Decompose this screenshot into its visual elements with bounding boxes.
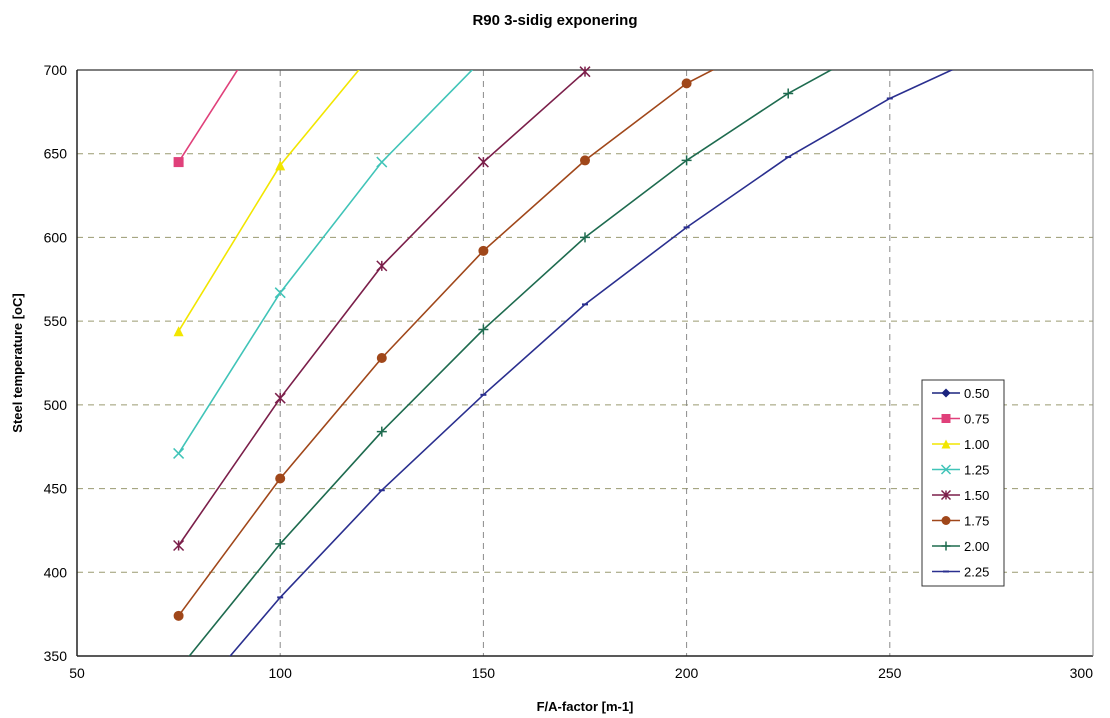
legend-label: 2.25 <box>964 565 989 580</box>
data-point <box>941 388 951 398</box>
series-markers <box>275 88 794 549</box>
data-point <box>275 538 286 549</box>
series-line <box>177 70 474 454</box>
data-point <box>376 260 388 272</box>
series-line <box>177 70 360 332</box>
series-markers <box>173 157 184 168</box>
data-point <box>274 287 286 299</box>
data-point <box>173 539 185 552</box>
data-point <box>274 392 286 404</box>
y-tick-label: 600 <box>44 229 68 245</box>
data-point <box>478 324 489 335</box>
data-point <box>477 156 489 168</box>
data-point <box>275 473 286 484</box>
series-line <box>177 70 239 163</box>
y-tick-label: 700 <box>44 62 68 78</box>
data-point <box>681 78 692 89</box>
legend-label: 1.50 <box>964 488 989 503</box>
series-markers <box>277 97 893 599</box>
data-point <box>173 326 184 337</box>
data-point <box>580 155 590 166</box>
legend-item: 1.25 <box>932 463 989 478</box>
legend-label: 1.75 <box>964 514 989 529</box>
series-2.25 <box>229 70 954 656</box>
series-line <box>188 70 833 656</box>
data-point <box>681 155 692 166</box>
data-point <box>783 88 794 99</box>
legend-item: 2.25 <box>932 565 989 580</box>
y-axis-title: Steel temperature [oC] <box>10 293 25 432</box>
legend-label: 1.00 <box>964 437 989 452</box>
legend-box <box>921 379 1005 587</box>
series-line <box>177 71 586 546</box>
legend: 0.50 0.75 1.00 1.25 1.50 1.75 2.00 2.25 <box>921 379 1005 587</box>
legend-label: 0.50 <box>964 386 989 401</box>
y-tick-label: 350 <box>44 648 68 664</box>
series-group <box>173 66 954 656</box>
data-point <box>940 489 952 501</box>
y-tick-label: 400 <box>44 564 68 580</box>
data-point <box>478 245 489 256</box>
series-markers <box>173 78 692 621</box>
data-point <box>579 66 591 78</box>
y-tick-label: 500 <box>44 397 68 413</box>
data-point <box>173 157 184 168</box>
series-1.25 <box>173 70 474 459</box>
series-line <box>177 70 715 617</box>
data-point <box>940 464 952 475</box>
data-point <box>376 426 387 437</box>
x-tick-label: 100 <box>269 665 293 681</box>
data-point <box>275 160 286 171</box>
legend-item: 0.50 <box>932 386 989 401</box>
series-1.00 <box>173 70 360 337</box>
series-0.75 <box>173 70 239 168</box>
y-tick-label: 550 <box>44 313 68 329</box>
y-tick-label: 450 <box>44 481 68 497</box>
data-point <box>941 414 951 423</box>
data-point <box>941 516 951 525</box>
x-tick-label: 200 <box>675 665 699 681</box>
data-point <box>173 610 184 621</box>
series-1.50 <box>173 66 591 552</box>
x-tick-label: 150 <box>472 665 496 681</box>
axes: 350 400 450 500 550 600 650 700 50 100 150 200 250 30… <box>44 62 1094 681</box>
data-point <box>941 541 951 551</box>
data-point <box>376 156 388 168</box>
x-tick-label: 50 <box>69 665 85 681</box>
legend-label: 1.25 <box>964 463 989 478</box>
data-point <box>173 447 185 459</box>
legend-item: 2.00 <box>932 539 989 554</box>
legend-label: 0.75 <box>964 412 989 427</box>
legend-label: 2.00 <box>964 539 989 554</box>
legend-item: 1.75 <box>932 514 989 529</box>
series-markers <box>173 156 388 459</box>
series-2.00 <box>188 70 833 656</box>
x-axis-title: F/A-factor [m-1] <box>537 699 634 714</box>
chart-title: R90 3-sidig exponering <box>472 12 638 29</box>
y-tick-label: 650 <box>44 146 68 162</box>
data-point <box>376 352 387 363</box>
series-1.75 <box>173 70 715 621</box>
series-markers <box>173 66 591 552</box>
x-tick-label: 300 <box>1070 665 1094 681</box>
data-point <box>941 439 951 449</box>
data-point <box>580 232 590 243</box>
series-markers <box>173 160 286 337</box>
series-line <box>229 70 954 656</box>
legend-item: 0.75 <box>932 412 989 427</box>
grid <box>77 70 1093 656</box>
legend-item: 1.00 <box>932 437 989 452</box>
x-tick-label: 250 <box>878 665 902 681</box>
legend-item: 1.50 <box>932 488 989 503</box>
